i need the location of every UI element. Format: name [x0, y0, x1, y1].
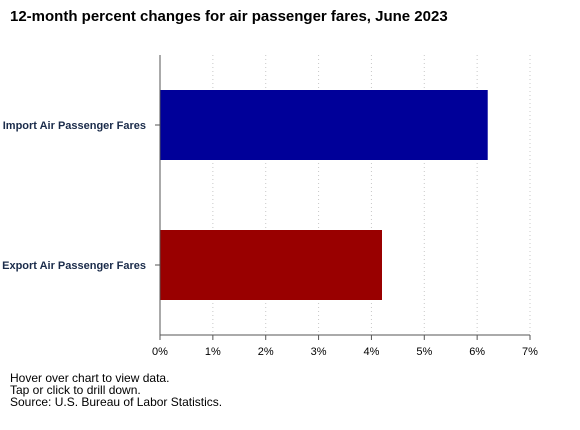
x-tick-label: 5% [416, 346, 432, 358]
source-note: Source: U.S. Bureau of Labor Statistics. [10, 395, 223, 409]
category-label: Export Air Passenger Fares [2, 260, 146, 272]
chart-notes: Hover over chart to view data. Tap or cl… [10, 372, 222, 408]
bar[interactable] [160, 90, 488, 160]
x-tick-label: 3% [311, 346, 327, 358]
bar[interactable] [160, 230, 382, 300]
bar-chart[interactable]: 0% 1% 2% 3% 4% 5% 6% 7% Import Air Passenger Far… [0, 0, 580, 370]
category-label: Import Air Passenger Fares [3, 120, 146, 132]
axes [155, 55, 531, 340]
tap-note: Tap or click to drill down. [10, 383, 141, 397]
bars [160, 90, 488, 300]
chart-title: 12-month percent changes for air passeng… [10, 8, 448, 25]
x-tick-label: 4% [363, 346, 379, 358]
labels: 0% 1% 2% 3% 4% 5% 6% 7% Import Air Passenger Far… [2, 120, 538, 358]
hover-note: Hover over chart to view data. [10, 371, 170, 385]
x-tick-label: 6% [469, 346, 485, 358]
grid-lines [212, 55, 531, 335]
x-tick-label: 2% [258, 346, 274, 358]
x-tick-label: 7% [522, 346, 538, 358]
x-tick-label: 0% [152, 346, 168, 358]
x-tick-label: 1% [205, 346, 221, 358]
